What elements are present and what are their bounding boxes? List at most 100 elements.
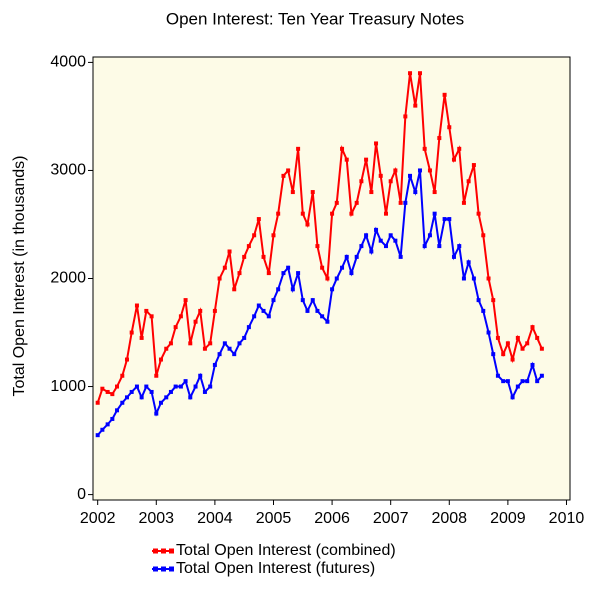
data-point <box>330 211 335 216</box>
data-point <box>515 384 520 389</box>
data-point <box>344 157 349 162</box>
data-point <box>447 217 452 222</box>
data-point <box>451 254 456 259</box>
data-point <box>398 200 403 205</box>
data-point <box>491 352 496 357</box>
data-point <box>144 384 149 389</box>
data-point <box>158 400 163 405</box>
data-point <box>95 433 100 438</box>
data-point <box>105 422 110 427</box>
data-point <box>340 146 345 151</box>
data-point <box>290 190 295 195</box>
data-point <box>100 386 105 391</box>
data-point <box>124 357 129 362</box>
data-point <box>315 308 320 313</box>
data-point <box>364 233 369 238</box>
data-point <box>520 379 525 384</box>
data-point <box>256 217 261 222</box>
data-point <box>354 200 359 205</box>
data-point <box>173 325 178 330</box>
data-point <box>530 325 535 330</box>
data-point <box>530 362 535 367</box>
data-point <box>115 408 120 413</box>
data-point <box>481 308 486 313</box>
data-point <box>403 114 408 119</box>
data-point <box>105 389 110 394</box>
data-point <box>447 125 452 130</box>
data-point <box>383 211 388 216</box>
data-point <box>481 233 486 238</box>
data-point <box>432 211 437 216</box>
data-point <box>520 346 525 351</box>
data-point <box>300 298 305 303</box>
data-point <box>202 389 207 394</box>
data-point <box>501 379 506 384</box>
y-tick-label: 0 <box>77 486 86 503</box>
legend-marker <box>153 566 158 572</box>
data-point <box>100 427 105 432</box>
y-tick-label: 1000 <box>50 378 86 395</box>
data-point <box>427 233 432 238</box>
y-tick-label: 2000 <box>50 270 86 287</box>
data-point <box>252 233 257 238</box>
data-point <box>437 136 442 141</box>
data-point <box>393 168 398 173</box>
data-point <box>134 384 139 389</box>
data-point <box>334 200 339 205</box>
data-point <box>286 168 291 173</box>
data-point <box>188 341 193 346</box>
data-point <box>232 352 237 357</box>
data-point <box>349 211 354 216</box>
data-point <box>266 314 271 319</box>
data-point <box>252 314 257 319</box>
data-point <box>320 265 325 270</box>
data-point <box>246 325 251 330</box>
data-point <box>281 271 286 276</box>
data-point <box>261 254 266 259</box>
data-point <box>330 287 335 292</box>
data-point <box>208 384 213 389</box>
data-point <box>168 341 173 346</box>
data-point <box>310 298 315 303</box>
data-point <box>344 254 349 259</box>
data-point <box>110 416 115 421</box>
data-point <box>349 271 354 276</box>
x-tick-label: 2008 <box>431 510 467 527</box>
data-point <box>212 308 217 313</box>
x-tick-label: 2007 <box>373 510 409 527</box>
data-point <box>286 265 291 270</box>
data-point <box>495 335 500 340</box>
data-point <box>310 190 315 195</box>
data-point <box>281 173 286 178</box>
data-point <box>334 276 339 281</box>
y-tick-label: 3000 <box>50 162 86 179</box>
data-point <box>476 298 481 303</box>
data-point <box>359 179 364 184</box>
x-tick-label: 2002 <box>80 510 116 527</box>
data-point <box>471 276 476 281</box>
data-point <box>276 287 281 292</box>
data-point <box>451 157 456 162</box>
data-point <box>266 271 271 276</box>
series-line <box>96 73 543 404</box>
data-point <box>168 389 173 394</box>
data-point <box>164 395 169 400</box>
data-point <box>427 168 432 173</box>
data-point <box>154 411 159 416</box>
data-point <box>495 373 500 378</box>
data-point <box>408 71 413 76</box>
data-point <box>413 190 418 195</box>
data-point <box>271 298 276 303</box>
data-point <box>134 303 139 308</box>
data-point <box>261 308 266 313</box>
data-point <box>296 271 301 276</box>
data-point <box>417 168 422 173</box>
data-point <box>378 173 383 178</box>
x-tick-label: 2009 <box>490 510 526 527</box>
data-point <box>271 233 276 238</box>
data-point <box>461 200 466 205</box>
data-point <box>364 157 369 162</box>
data-point <box>149 389 154 394</box>
data-point <box>315 244 320 249</box>
data-point <box>227 249 232 254</box>
